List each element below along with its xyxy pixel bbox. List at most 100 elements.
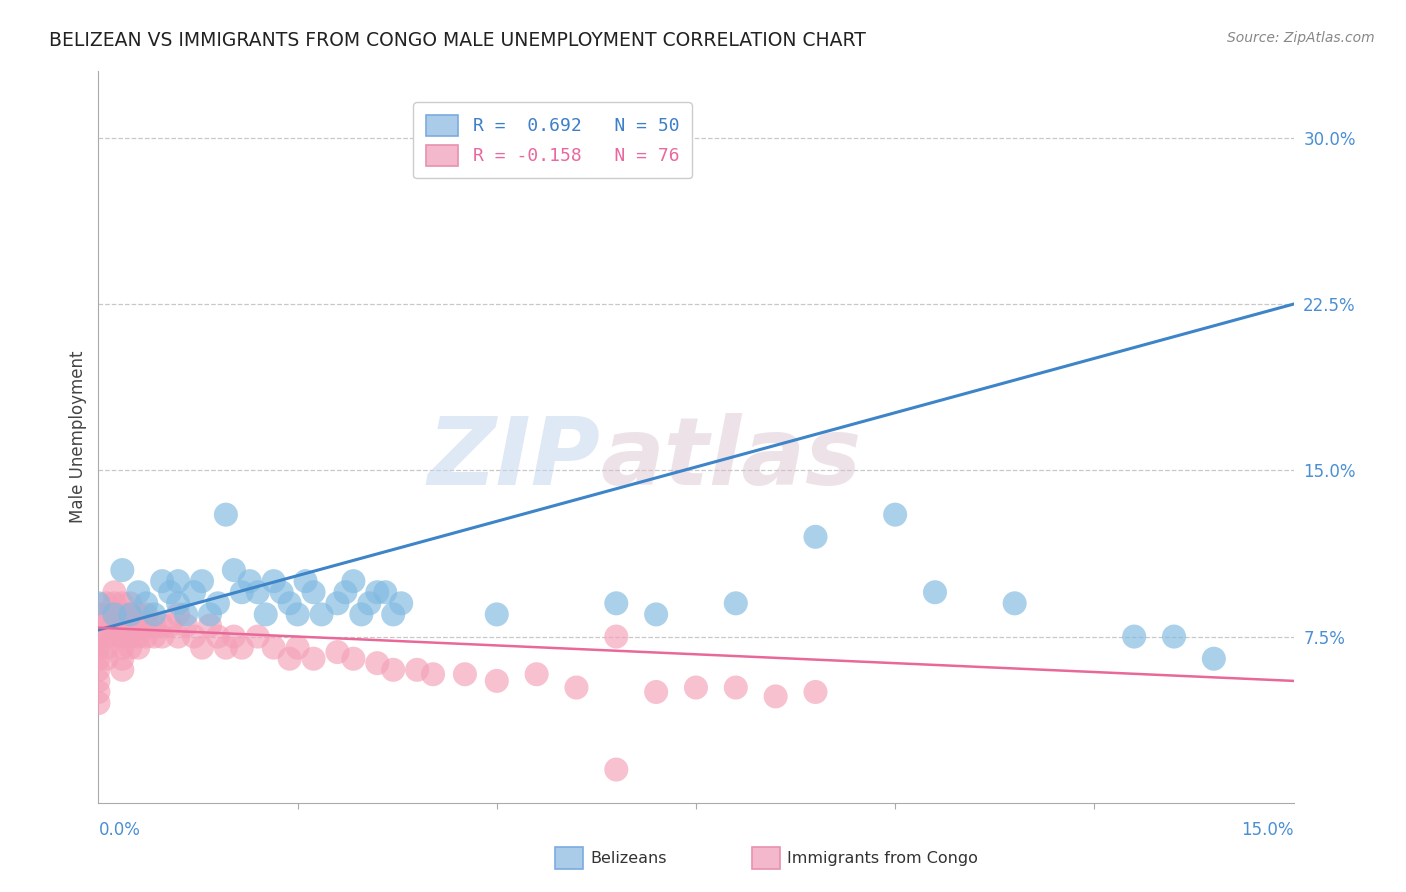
Point bbox=[231, 585, 253, 599]
Point bbox=[120, 596, 142, 610]
Point bbox=[120, 607, 142, 622]
Text: Immigrants from Congo: Immigrants from Congo bbox=[787, 851, 979, 865]
Point bbox=[485, 607, 508, 622]
Point bbox=[342, 574, 364, 589]
Point bbox=[103, 618, 125, 632]
Point bbox=[565, 681, 588, 695]
Point bbox=[246, 585, 269, 599]
Point bbox=[87, 663, 110, 677]
Point bbox=[366, 585, 388, 599]
Point bbox=[215, 640, 238, 655]
Y-axis label: Male Unemployment: Male Unemployment bbox=[69, 351, 87, 524]
Text: Source: ZipAtlas.com: Source: ZipAtlas.com bbox=[1227, 31, 1375, 45]
Point bbox=[278, 651, 301, 665]
Point bbox=[222, 563, 245, 577]
Point bbox=[382, 663, 405, 677]
Point bbox=[111, 640, 134, 655]
Point bbox=[174, 618, 197, 632]
Point bbox=[804, 530, 827, 544]
Point bbox=[804, 685, 827, 699]
Point bbox=[342, 651, 364, 665]
Point bbox=[366, 656, 388, 670]
Point bbox=[287, 640, 309, 655]
Point bbox=[724, 681, 747, 695]
Point bbox=[1004, 596, 1026, 610]
Point bbox=[111, 607, 134, 622]
Point bbox=[135, 607, 157, 622]
Point bbox=[103, 630, 125, 644]
Point bbox=[167, 607, 190, 622]
Point bbox=[150, 618, 173, 632]
Point bbox=[87, 685, 110, 699]
Point bbox=[263, 574, 285, 589]
Point bbox=[167, 630, 190, 644]
Point bbox=[135, 630, 157, 644]
Point bbox=[191, 574, 214, 589]
Point bbox=[103, 607, 125, 622]
Point bbox=[103, 607, 125, 622]
Text: BELIZEAN VS IMMIGRANTS FROM CONGO MALE UNEMPLOYMENT CORRELATION CHART: BELIZEAN VS IMMIGRANTS FROM CONGO MALE U… bbox=[49, 31, 866, 50]
Point bbox=[111, 651, 134, 665]
Text: Belizeans: Belizeans bbox=[591, 851, 666, 865]
Point bbox=[111, 663, 134, 677]
Point bbox=[87, 651, 110, 665]
Point bbox=[278, 596, 301, 610]
Point bbox=[103, 585, 125, 599]
Point bbox=[1123, 630, 1146, 644]
Point bbox=[96, 596, 118, 610]
Text: atlas: atlas bbox=[600, 413, 862, 505]
Point bbox=[605, 763, 627, 777]
Point bbox=[183, 585, 205, 599]
Point bbox=[127, 585, 149, 599]
Point bbox=[120, 630, 142, 644]
Point bbox=[765, 690, 787, 704]
Point bbox=[326, 596, 349, 610]
Point bbox=[254, 607, 277, 622]
Point bbox=[159, 618, 181, 632]
Point bbox=[382, 607, 405, 622]
Point bbox=[246, 630, 269, 644]
Point bbox=[174, 607, 197, 622]
Point bbox=[454, 667, 477, 681]
Point bbox=[605, 596, 627, 610]
Point bbox=[111, 630, 134, 644]
Point bbox=[222, 630, 245, 644]
Point bbox=[645, 607, 668, 622]
Point bbox=[143, 618, 166, 632]
Point bbox=[167, 574, 190, 589]
Point bbox=[150, 630, 173, 644]
Point bbox=[127, 640, 149, 655]
Point bbox=[96, 630, 118, 644]
Point bbox=[350, 607, 373, 622]
Point bbox=[111, 596, 134, 610]
Point bbox=[198, 618, 221, 632]
Text: 0.0%: 0.0% bbox=[98, 821, 141, 839]
Point bbox=[270, 585, 292, 599]
Point bbox=[359, 596, 381, 610]
Point bbox=[103, 596, 125, 610]
Point bbox=[605, 630, 627, 644]
Point bbox=[191, 640, 214, 655]
Point bbox=[96, 607, 118, 622]
Point bbox=[135, 596, 157, 610]
Point bbox=[96, 640, 118, 655]
Point bbox=[143, 607, 166, 622]
Point bbox=[183, 630, 205, 644]
Point bbox=[326, 645, 349, 659]
Point bbox=[127, 607, 149, 622]
Point bbox=[143, 630, 166, 644]
Point bbox=[215, 508, 238, 522]
Point bbox=[1202, 651, 1225, 665]
Point bbox=[1163, 630, 1185, 644]
Point bbox=[485, 673, 508, 688]
Point bbox=[302, 585, 325, 599]
Point bbox=[111, 618, 134, 632]
Point bbox=[111, 563, 134, 577]
Point bbox=[231, 640, 253, 655]
Point bbox=[335, 585, 357, 599]
Point bbox=[724, 596, 747, 610]
Point bbox=[87, 640, 110, 655]
Point bbox=[406, 663, 429, 677]
Point bbox=[120, 607, 142, 622]
Point bbox=[526, 667, 548, 681]
